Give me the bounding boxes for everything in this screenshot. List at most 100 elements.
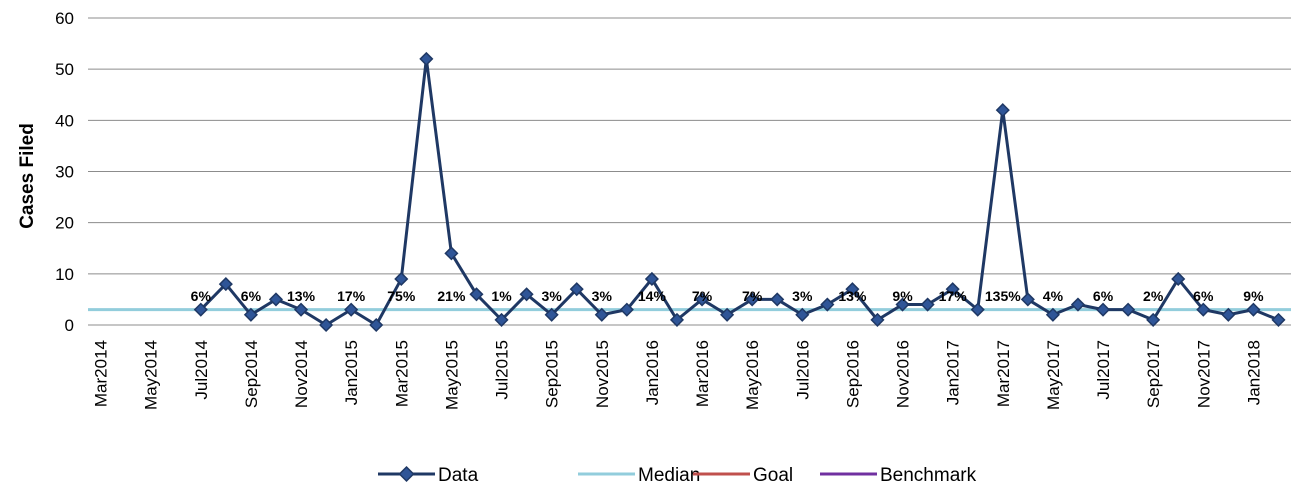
data-point: [293, 302, 309, 317]
y-tick-label: 50: [55, 60, 74, 79]
x-tick-label: Jul2017: [1094, 340, 1113, 400]
data-point: [268, 292, 284, 307]
data-label: 7%: [742, 288, 763, 304]
data-point: [594, 307, 609, 322]
y-tick-label: 20: [55, 214, 74, 233]
data-point: [218, 277, 233, 292]
data-point: [870, 312, 885, 327]
data-label: 21%: [437, 288, 466, 304]
data-label: 17%: [939, 288, 968, 304]
data-point: [745, 292, 760, 307]
data-label: 1%: [491, 288, 512, 304]
data-point: [770, 292, 785, 307]
legend-label: Goal: [753, 465, 793, 486]
data-point: [519, 287, 534, 302]
data-line: [199, 57, 1280, 327]
data-point: [569, 282, 584, 297]
x-tick-label: Mar2017: [994, 340, 1013, 407]
data-label: 2%: [1143, 288, 1164, 304]
x-tick-label: May2017: [1044, 340, 1063, 410]
x-tick-label: Sep2014: [242, 340, 261, 408]
x-tick-label: May2015: [442, 340, 461, 410]
data-label: 6%: [191, 288, 212, 304]
x-tick-label: Jan2016: [643, 340, 662, 405]
legend-item-median: Median: [578, 465, 700, 486]
data-point: [895, 297, 910, 312]
legend-label: Benchmark: [880, 465, 977, 486]
legend-label: Median: [638, 465, 700, 486]
data-point: [469, 287, 484, 302]
data-point: [669, 312, 685, 327]
x-tick-label: Jan2015: [342, 340, 361, 405]
y-axis-ticks: 0 10 20 30 40 50 60: [55, 9, 74, 335]
data-point: [1221, 307, 1236, 322]
data-point: [1271, 312, 1286, 327]
y-tick-label: 40: [55, 111, 74, 130]
x-tick-label: May2016: [743, 340, 762, 410]
data-point: [995, 103, 1010, 118]
x-axis-ticks: Mar2014 May2014 Jul2014 Sep2014 Nov2014 Jan20…: [92, 340, 1264, 410]
data-label: 6%: [1193, 288, 1214, 304]
data-point: [369, 317, 384, 333]
data-label: 3%: [542, 288, 563, 304]
data-label: 9%: [1243, 288, 1264, 304]
data-point: [1246, 302, 1261, 317]
data-point: [694, 292, 710, 307]
data-point: [1171, 271, 1186, 287]
x-tick-label: Sep2017: [1144, 340, 1163, 408]
legend: Data Median Goal Benchmark: [378, 465, 977, 486]
data-series: [193, 51, 1286, 333]
y-tick-label: 0: [65, 316, 74, 335]
x-tick-label: Jul2015: [493, 340, 512, 400]
data-point: [419, 51, 434, 66]
legend-marker: [398, 465, 415, 483]
data-label: 6%: [1093, 288, 1114, 304]
data-point: [970, 302, 985, 317]
x-tick-label: Nov2015: [593, 340, 612, 408]
data-label: 4%: [1043, 288, 1064, 304]
data-label: 9%: [892, 288, 913, 304]
data-point: [644, 271, 659, 287]
y-axis-title: Cases Filed: [17, 123, 38, 229]
data-point: [394, 271, 409, 287]
data-labels: 6% 6% 13% 17% 75% 21% 1% 3% 3% 14% 7% 7% 3% 13% 9% 17% 1…: [191, 288, 1264, 304]
x-tick-label: Mar2015: [392, 340, 411, 407]
data-point: [1196, 302, 1211, 317]
data-point: [820, 297, 835, 312]
x-tick-label: Sep2015: [543, 340, 562, 408]
data-point: [319, 317, 334, 333]
x-tick-label: Jan2018: [1244, 340, 1263, 405]
data-label: 6%: [241, 288, 262, 304]
data-point: [1146, 312, 1161, 327]
data-label: 13%: [287, 288, 316, 304]
x-tick-label: Mar2016: [693, 340, 712, 407]
data-label: 13%: [838, 288, 867, 304]
data-point: [1045, 307, 1060, 322]
data-point: [920, 297, 935, 312]
data-point: [444, 246, 459, 261]
data-point: [494, 312, 509, 327]
data-label: 3%: [792, 288, 813, 304]
data-point: [845, 282, 860, 297]
grid-lines: [88, 17, 1291, 326]
x-tick-label: Nov2017: [1194, 340, 1213, 408]
data-label: 3%: [592, 288, 613, 304]
data-point: [795, 307, 810, 322]
legend-item-benchmark: Benchmark: [820, 465, 977, 486]
x-tick-label: Jul2016: [793, 340, 812, 400]
y-tick-label: 60: [55, 9, 74, 28]
y-tick-label: 30: [55, 163, 74, 182]
data-point: [945, 282, 960, 297]
data-point: [1020, 292, 1035, 307]
data-point: [193, 302, 208, 317]
y-tick-label: 10: [55, 265, 74, 284]
data-point: [1070, 297, 1086, 312]
data-point: [544, 307, 559, 322]
x-tick-label: Sep2016: [843, 340, 862, 408]
data-point: [344, 302, 359, 317]
x-tick-label: Jul2014: [192, 340, 211, 400]
data-label: 75%: [387, 288, 416, 304]
legend-item-goal: Goal: [693, 465, 793, 486]
data-point: [243, 307, 258, 322]
